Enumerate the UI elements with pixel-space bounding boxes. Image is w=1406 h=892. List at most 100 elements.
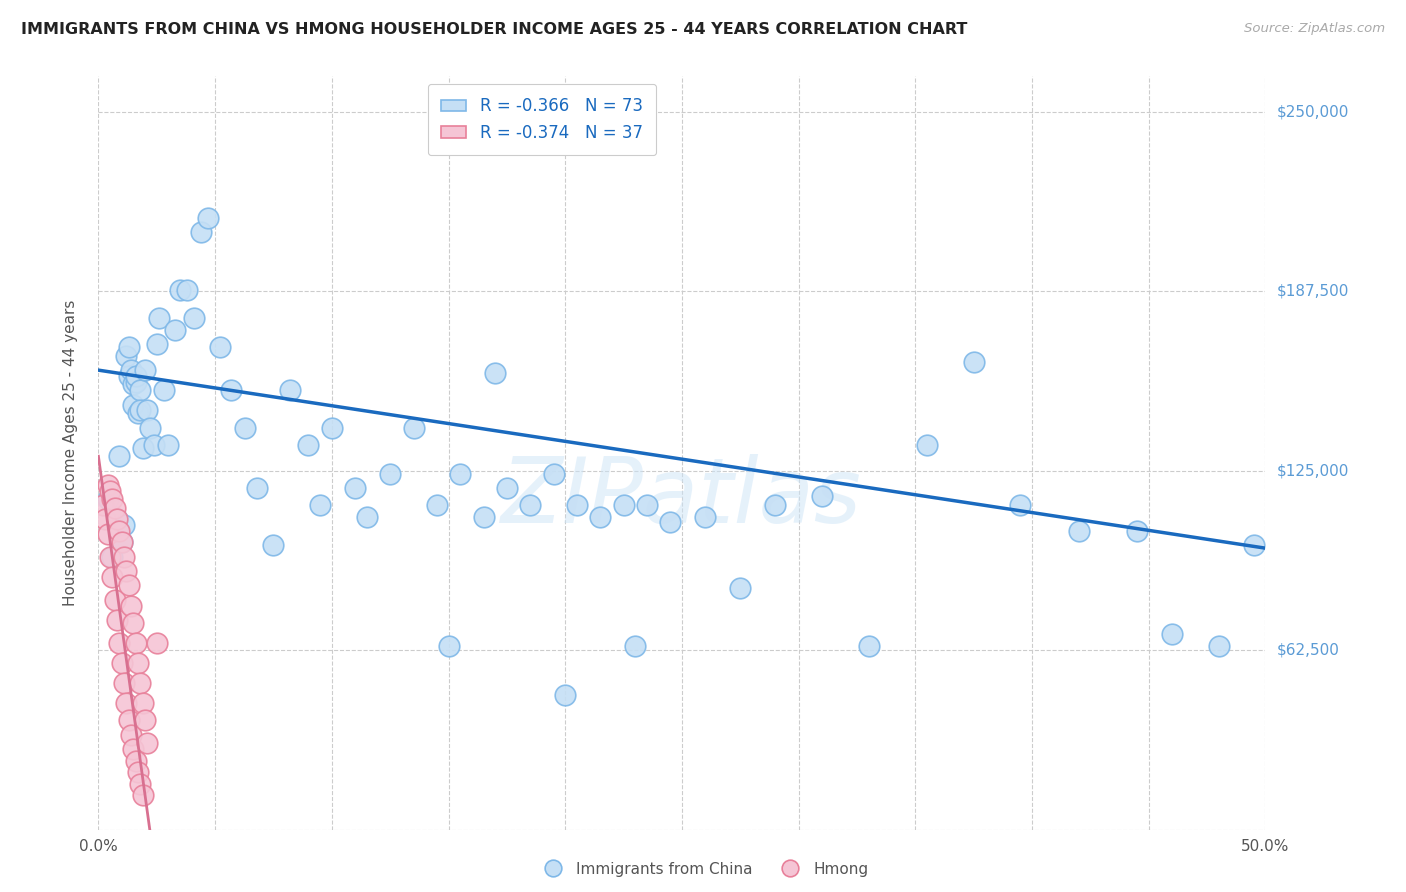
Point <box>120 728 142 742</box>
Point <box>297 438 319 452</box>
Point <box>380 467 402 481</box>
Point <box>519 498 541 512</box>
Point <box>426 498 449 512</box>
Point <box>125 754 148 768</box>
Point <box>221 383 243 397</box>
Point <box>484 366 506 380</box>
Point <box>98 483 121 498</box>
Point <box>636 498 658 512</box>
Point <box>190 225 212 239</box>
Point <box>496 481 519 495</box>
Point <box>146 337 169 351</box>
Point <box>134 363 156 377</box>
Point <box>309 498 332 512</box>
Point <box>132 441 155 455</box>
Point <box>97 492 120 507</box>
Point <box>129 776 152 790</box>
Point <box>169 283 191 297</box>
Point <box>101 570 124 584</box>
Point <box>730 582 752 596</box>
Point <box>146 636 169 650</box>
Point <box>437 639 460 653</box>
Point <box>136 403 159 417</box>
Point <box>105 613 128 627</box>
Point <box>112 676 135 690</box>
Point <box>105 512 128 526</box>
Point <box>111 656 134 670</box>
Y-axis label: Householder Income Ages 25 - 44 years: Householder Income Ages 25 - 44 years <box>63 300 77 606</box>
Point <box>1010 498 1032 512</box>
Point <box>589 509 612 524</box>
Point <box>125 636 148 650</box>
Point <box>139 420 162 434</box>
Point <box>659 516 682 530</box>
Point <box>129 676 152 690</box>
Point <box>915 438 938 452</box>
Point <box>115 349 138 363</box>
Point <box>321 420 343 434</box>
Point <box>120 599 142 613</box>
Point <box>122 615 145 630</box>
Point <box>132 788 155 802</box>
Point <box>235 420 257 434</box>
Point <box>554 688 576 702</box>
Point <box>208 340 231 354</box>
Point <box>543 467 565 481</box>
Legend: Immigrants from China, Hmong: Immigrants from China, Hmong <box>530 854 876 884</box>
Text: Source: ZipAtlas.com: Source: ZipAtlas.com <box>1244 22 1385 36</box>
Text: IMMIGRANTS FROM CHINA VS HMONG HOUSEHOLDER INCOME AGES 25 - 44 YEARS CORRELATION: IMMIGRANTS FROM CHINA VS HMONG HOUSEHOLD… <box>21 22 967 37</box>
Point <box>344 481 367 495</box>
Point <box>115 564 138 578</box>
Point <box>101 549 124 564</box>
Point <box>101 492 124 507</box>
Point <box>262 538 284 552</box>
Point <box>143 438 166 452</box>
Point <box>136 736 159 750</box>
Point <box>858 639 880 653</box>
Point <box>125 375 148 389</box>
Text: ZIPatlas: ZIPatlas <box>502 454 862 542</box>
Point <box>98 549 121 564</box>
Point <box>94 512 117 526</box>
Point <box>127 406 149 420</box>
Point <box>122 377 145 392</box>
Point <box>565 498 588 512</box>
Point <box>1126 524 1149 538</box>
Point <box>115 696 138 710</box>
Point <box>132 696 155 710</box>
Point <box>91 498 114 512</box>
Point <box>449 467 471 481</box>
Point <box>1208 639 1230 653</box>
Point <box>1161 627 1184 641</box>
Point <box>278 383 301 397</box>
Legend: R = -0.366   N = 73, R = -0.374   N = 37: R = -0.366 N = 73, R = -0.374 N = 37 <box>427 84 655 155</box>
Point <box>165 323 187 337</box>
Point <box>108 524 131 538</box>
Point <box>695 509 717 524</box>
Point <box>402 420 425 434</box>
Text: $125,000: $125,000 <box>1277 463 1348 478</box>
Point <box>111 535 134 549</box>
Point <box>108 450 131 464</box>
Point <box>1067 524 1090 538</box>
Point <box>183 311 205 326</box>
Text: $187,500: $187,500 <box>1277 284 1348 299</box>
Point <box>127 765 149 780</box>
Point <box>97 526 120 541</box>
Point <box>118 340 141 354</box>
Point <box>104 592 127 607</box>
Point <box>246 481 269 495</box>
Point <box>97 478 120 492</box>
Point <box>122 398 145 412</box>
Point <box>134 714 156 728</box>
Point <box>120 363 142 377</box>
Point <box>111 535 134 549</box>
Point <box>129 383 152 397</box>
Point <box>763 498 786 512</box>
Point <box>148 311 170 326</box>
Point <box>157 438 180 452</box>
Point <box>118 714 141 728</box>
Point <box>356 509 378 524</box>
Point <box>129 403 152 417</box>
Point <box>152 383 174 397</box>
